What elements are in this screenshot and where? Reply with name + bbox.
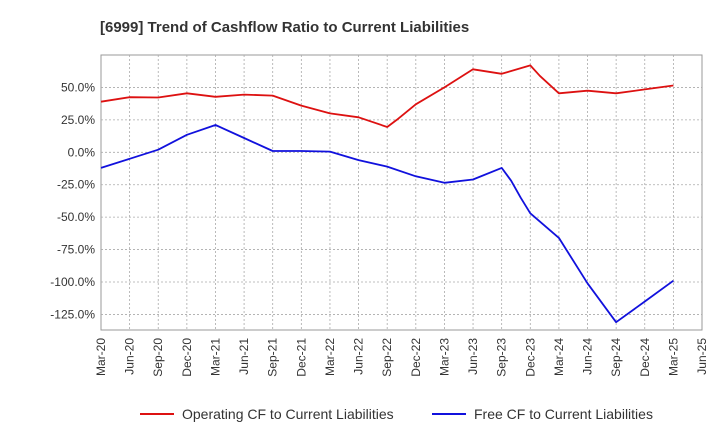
x-tick-label: Mar-25 — [666, 338, 680, 376]
x-tick-label: Sep-22 — [380, 338, 394, 377]
x-tick-label: Jun-20 — [123, 338, 137, 375]
x-tick-label: Mar-23 — [437, 338, 451, 376]
chart-title: [6999] Trend of Cashflow Ratio to Curren… — [100, 19, 469, 36]
series-line-1 — [100, 124, 674, 324]
x-tick-label: Dec-23 — [523, 338, 537, 377]
y-tick-label: -75.0% — [57, 243, 95, 257]
x-tick-label: Mar-21 — [208, 338, 222, 376]
y-tick-label: 25.0% — [61, 113, 95, 127]
series-lines — [100, 64, 674, 324]
legend: Operating CF to Current Liabilities Free… — [140, 406, 653, 422]
x-tick-label: Dec-24 — [638, 338, 652, 377]
grid-lines — [101, 55, 702, 330]
y-tick-label: 0.0% — [68, 145, 96, 159]
y-tick-label: 50.0% — [61, 80, 95, 94]
x-tick-label: Jun-21 — [237, 338, 251, 375]
x-axis-ticks: Mar-20 Jun-20 Sep-20 Dec-20 Mar-21 Jun-21 Sep-… — [94, 338, 709, 377]
x-tick-label: Sep-24 — [609, 338, 623, 377]
x-tick-label: Jun-25 — [695, 338, 709, 375]
x-tick-label: Dec-20 — [180, 338, 194, 377]
x-tick-label: Sep-23 — [495, 338, 509, 377]
x-tick-label: Dec-22 — [409, 338, 423, 377]
x-tick-label: Sep-21 — [266, 338, 280, 377]
y-tick-label: -25.0% — [57, 178, 95, 192]
legend-label-free-cf: Free CF to Current Liabilities — [474, 406, 653, 422]
x-tick-label: Mar-22 — [323, 338, 337, 376]
x-tick-label: Jun-22 — [352, 338, 366, 375]
plot-area — [100, 54, 703, 331]
x-tick-label: Dec-21 — [294, 338, 308, 377]
series-line-0 — [100, 64, 674, 128]
y-tick-label: -100.0% — [50, 275, 95, 289]
x-tick-label: Jun-24 — [581, 338, 595, 375]
y-tick-label: -125.0% — [50, 307, 95, 321]
y-tick-label: -50.0% — [57, 210, 95, 224]
x-tick-label: Mar-24 — [552, 338, 566, 376]
x-tick-label: Mar-20 — [94, 338, 108, 376]
x-tick-label: Sep-20 — [151, 338, 165, 377]
x-tick-label: Jun-23 — [466, 338, 480, 375]
y-axis-ticks: 50.0% 25.0% 0.0% -25.0% -50.0% -75.0% -100.0% -… — [50, 80, 95, 321]
legend-label-operating-cf: Operating CF to Current Liabilities — [182, 406, 394, 422]
